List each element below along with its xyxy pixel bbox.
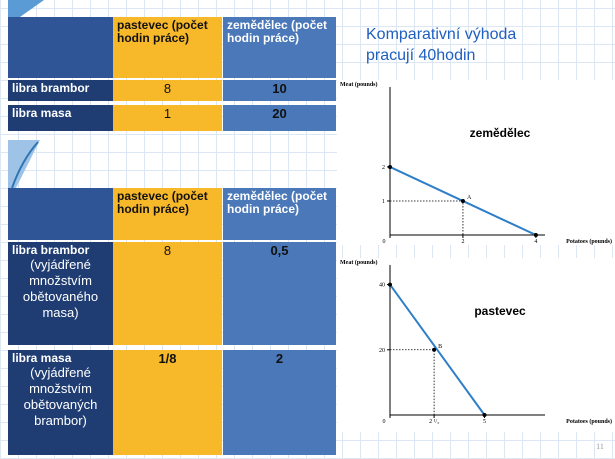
end-point bbox=[388, 282, 392, 287]
column-header: zemědělec (počet hodin práce) bbox=[223, 17, 336, 78]
cell-value: 20 bbox=[223, 105, 336, 131]
y-axis-label: Meat (pounds) bbox=[340, 259, 378, 266]
cell-value: 8 bbox=[113, 242, 222, 345]
end-point bbox=[482, 413, 487, 417]
line-series bbox=[389, 283, 486, 416]
column-header: zemědělec (počet hodin práce) bbox=[223, 188, 336, 240]
row-label: libra brambor bbox=[8, 80, 113, 101]
point-label: A bbox=[467, 195, 472, 201]
x-tick-label: 5 bbox=[483, 419, 486, 425]
cell-value: 8 bbox=[113, 80, 222, 101]
row-note: (vyjádřené množstvím obětovaných brambor… bbox=[23, 365, 98, 428]
cell-value: 0,5 bbox=[223, 242, 336, 345]
decor-curve bbox=[11, 141, 39, 189]
row-label-text: libra brambor bbox=[12, 243, 90, 257]
cell-value: 1 bbox=[113, 105, 222, 131]
point bbox=[432, 347, 437, 352]
point-label: B bbox=[438, 344, 442, 350]
x-axis-label: Potatoes (pounds) bbox=[566, 418, 612, 425]
title-line: Komparativní výhoda bbox=[366, 26, 517, 43]
end-point bbox=[533, 233, 538, 237]
cell-value: 2 bbox=[223, 350, 336, 455]
column-header: pastevec (počet hodin práce) bbox=[113, 17, 222, 78]
y-tick-label: 2 bbox=[382, 165, 385, 171]
header-cell bbox=[8, 188, 113, 240]
row-label-text: libra brambor bbox=[12, 81, 90, 95]
column-header: pastevec (počet hodin práce) bbox=[113, 188, 222, 240]
y-tick-label: 20 bbox=[379, 348, 385, 354]
y-axis-label: Meat (pounds) bbox=[340, 81, 378, 88]
row-note: (vyjádřené množstvím obětovaného masa) bbox=[22, 257, 99, 320]
chart-title: pastevec bbox=[474, 304, 526, 318]
row-label-text: libra masa bbox=[12, 106, 72, 120]
y-tick-label: 1 bbox=[382, 199, 385, 205]
header-cell bbox=[8, 17, 113, 78]
x-tick-label: 0 bbox=[383, 239, 386, 245]
row-label: libra brambor (vyjádřené množstvím obětov… bbox=[8, 242, 113, 345]
x-tick-label: 4 bbox=[534, 239, 537, 245]
chart-title: zemědělec bbox=[470, 126, 531, 140]
end-point bbox=[388, 164, 392, 169]
guide-line bbox=[390, 200, 464, 235]
title-line: pracují 40hodin bbox=[366, 47, 476, 64]
row-label-text: libra masa bbox=[12, 351, 72, 365]
slide-title: Komparativní výhoda pracují 40hodin bbox=[366, 24, 516, 66]
y-tick-label: 40 bbox=[379, 283, 385, 289]
decor-shape bbox=[8, 0, 44, 17]
x-tick-label: 2 bbox=[461, 239, 464, 245]
x-tick-label: 2 ¹/₃ bbox=[429, 419, 439, 425]
row-label: libra masa bbox=[8, 105, 113, 131]
x-axis-label: Potatoes (pounds) bbox=[566, 238, 612, 245]
cell-value: 10 bbox=[223, 80, 336, 101]
chart-bg bbox=[337, 80, 615, 245]
page-number: 11 bbox=[596, 442, 604, 451]
x-tick-label: 0 bbox=[383, 419, 386, 425]
cell-value: 1/8 bbox=[113, 350, 222, 455]
row-label: libra masa (vyjádřené množstvím obětovaný… bbox=[8, 350, 113, 455]
point bbox=[460, 198, 465, 203]
guide-line bbox=[390, 349, 435, 415]
